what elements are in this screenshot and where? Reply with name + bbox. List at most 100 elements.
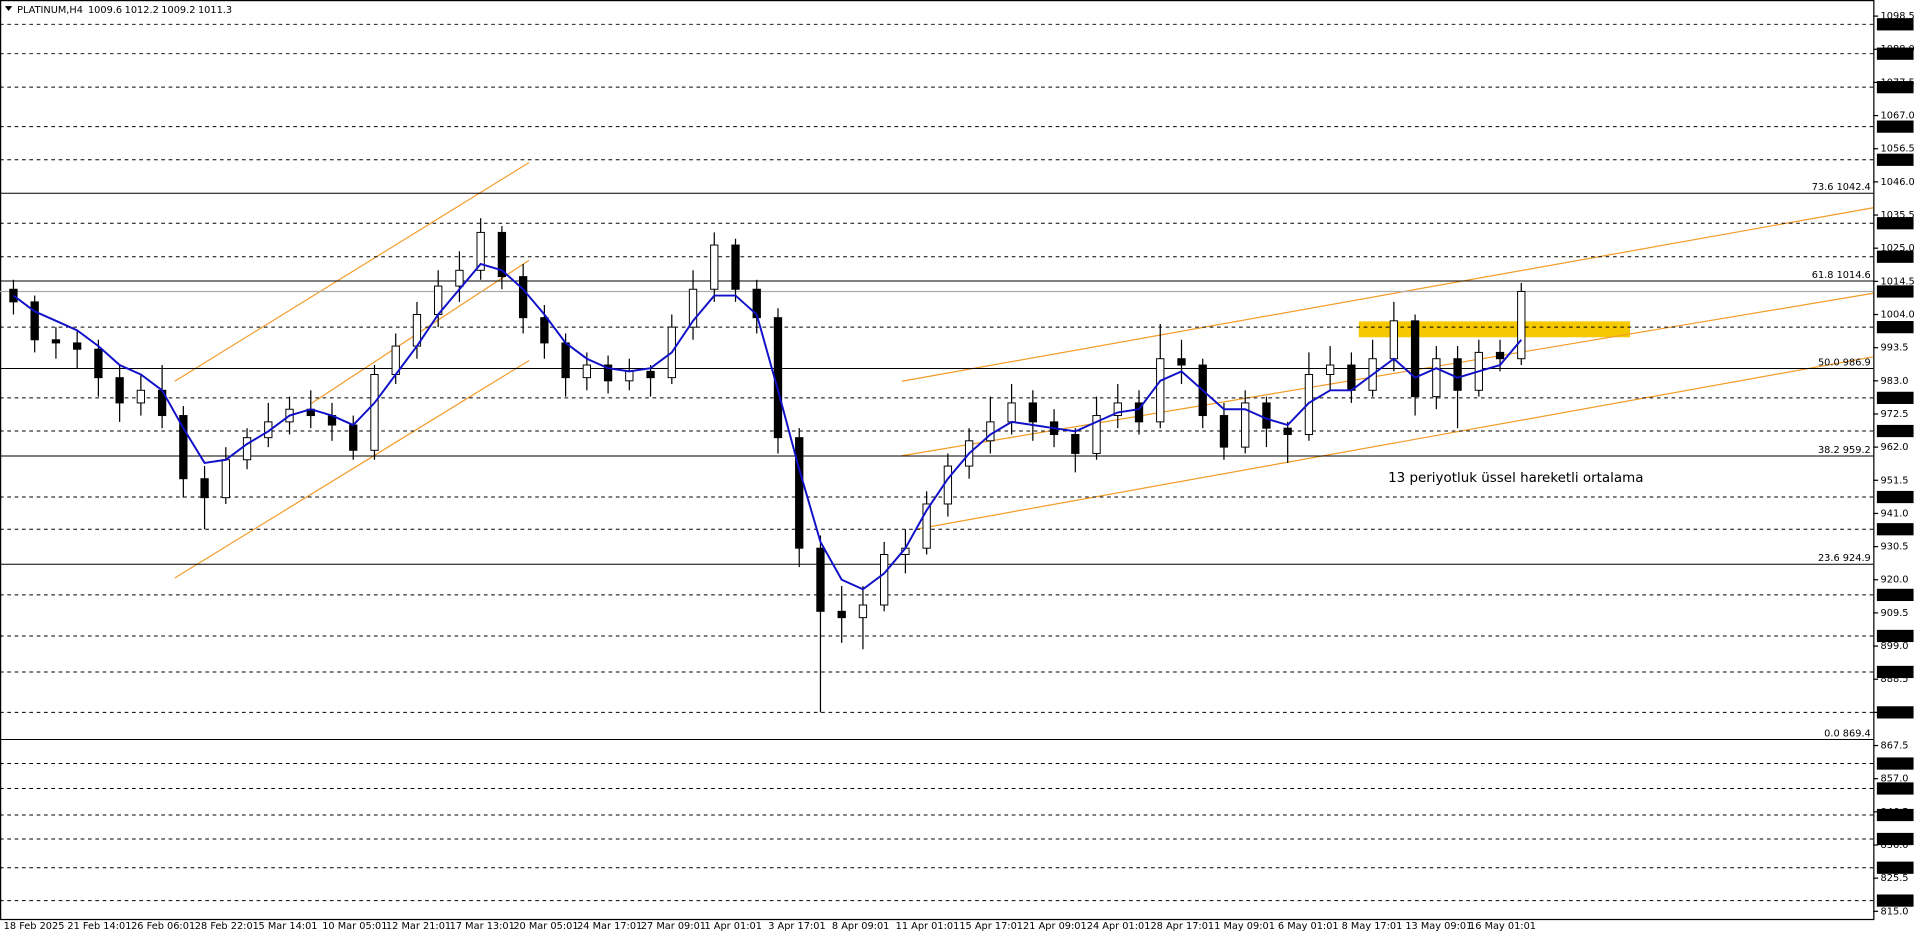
candle-body <box>1453 358 1462 391</box>
fib-ratio: 73.6 <box>1812 182 1834 193</box>
candle-body <box>922 503 931 549</box>
x-tick-label: 12 Mar 21:01 <box>386 921 451 932</box>
candle-body <box>1495 351 1505 360</box>
fib-ratio: 23.6 <box>1818 553 1840 564</box>
candle-body <box>1432 358 1441 398</box>
level-box <box>1876 523 1914 536</box>
candle-body <box>1410 320 1420 398</box>
level-label: 861.8 <box>1879 759 1907 770</box>
y-tick-label: 1004.0 <box>1881 310 1915 321</box>
candle-body <box>179 415 188 480</box>
candle-body <box>540 317 549 344</box>
level-label: 936.0 <box>1879 525 1907 536</box>
candle-body <box>837 610 846 619</box>
x-tick-label: 16 May 01:01 <box>1469 921 1536 932</box>
y-tick-label: 930.5 <box>1881 542 1909 553</box>
level-label: 890.8 <box>1879 668 1907 679</box>
x-tick-label: 28 Apr 17:01 <box>1150 921 1214 932</box>
candle-body <box>51 339 61 344</box>
candle-body <box>136 389 146 404</box>
candle-body <box>497 231 507 278</box>
y-tick-label: 815.0 <box>1881 906 1909 917</box>
candle-body <box>94 348 103 379</box>
y-tick-label: 909.5 <box>1881 608 1909 619</box>
candle-body <box>221 459 230 499</box>
x-tick-label: 8 Apr 09:01 <box>832 921 889 932</box>
candle-body <box>1071 434 1080 454</box>
y-tick-label: 1035.5 <box>1881 210 1915 221</box>
level-label: 837.9 <box>1879 835 1907 846</box>
level-box <box>1876 665 1914 679</box>
x-tick-label: 15 Apr 17:01 <box>959 921 1023 932</box>
candle-body <box>710 244 719 290</box>
fib-price: 1042.4 <box>1837 182 1871 193</box>
candle-body <box>1177 358 1186 366</box>
candle-body <box>1283 427 1292 435</box>
y-tick-label: 1098.5 <box>1881 11 1915 22</box>
level-label: 1053 <box>1879 155 1904 166</box>
x-tick-label: 13 May 09:01 <box>1405 921 1472 932</box>
candle-body <box>73 342 82 350</box>
level-box <box>1876 706 1914 719</box>
candle-body <box>242 437 252 461</box>
level-box <box>1876 490 1914 504</box>
y-tick-label: 1014.5 <box>1881 276 1915 287</box>
y-tick-label: 836.0 <box>1881 840 1909 851</box>
y-tick-label: 951.5 <box>1881 475 1909 486</box>
symbol-title: PLATINUM,H4 <box>17 5 83 16</box>
level-box <box>1876 18 1914 31</box>
candle-body <box>1262 402 1271 429</box>
candle-body <box>731 244 740 290</box>
y-tick-label: 888.5 <box>1881 674 1909 685</box>
level-box <box>1876 832 1914 846</box>
level-label: 1086.6 <box>1879 49 1913 60</box>
level-label: 946.2 <box>1879 493 1907 504</box>
header-value: 1011.3 <box>198 5 232 16</box>
x-tick-label: 24 Apr 01:01 <box>1087 921 1151 932</box>
candle-body <box>561 342 570 379</box>
candle-body <box>1241 402 1250 448</box>
candle-body <box>1219 415 1229 448</box>
candle-body <box>1092 415 1101 454</box>
level-label: 902.2 <box>1879 632 1907 643</box>
x-tick-label: 10 Mar 05:01 <box>322 921 387 932</box>
x-tick-label: 28 Feb 22:01 <box>195 921 259 932</box>
x-tick-label: 3 Apr 17:01 <box>768 921 825 932</box>
fib-price: 959.2 <box>1843 445 1871 456</box>
level-box <box>1876 120 1914 133</box>
y-tick-label: 962.0 <box>1881 442 1909 453</box>
x-tick-label: 21 Apr 09:01 <box>1023 921 1087 932</box>
candle-body <box>30 301 39 341</box>
x-tick-label: 1 May 09:01 <box>1214 921 1275 932</box>
candle-body <box>1304 374 1314 435</box>
level-label: 1063.5 <box>1879 122 1913 133</box>
candle-body <box>816 547 825 612</box>
level-box <box>1876 424 1914 438</box>
trendline <box>174 161 530 382</box>
candle-body <box>115 377 124 404</box>
fib-label: 38.2 959.2 <box>1818 445 1871 456</box>
level-box <box>1876 629 1914 643</box>
x-tick-label: 18 Feb 2025 <box>4 921 65 932</box>
fib-ratio: 38.2 <box>1818 445 1840 456</box>
x-tick-label: 27 Mar 09:01 <box>641 921 706 932</box>
x-tick-label: 6 May 01:01 <box>1278 921 1339 932</box>
candle-body <box>1325 364 1335 375</box>
level-box <box>1876 894 1914 907</box>
candle-body <box>370 374 379 451</box>
candle-body <box>1347 364 1356 391</box>
level-label: 853.9 <box>1879 784 1907 795</box>
x-tick-label: 5 Mar 14:01 <box>259 921 318 932</box>
fib-price: 1014.6 <box>1837 270 1871 281</box>
level-box <box>1876 285 1914 298</box>
level-box <box>1876 250 1914 263</box>
y-tick-label: 899.0 <box>1881 641 1909 652</box>
fib-label: 61.8 1014.6 <box>1812 270 1871 281</box>
candle-body <box>200 478 209 499</box>
level-box <box>1876 81 1914 94</box>
fib-price: 924.9 <box>1843 553 1871 564</box>
y-tick-label: 867.5 <box>1881 741 1909 752</box>
candle-body <box>518 276 528 319</box>
candle-body <box>476 231 485 271</box>
level-label: 878.0 <box>1879 708 1907 719</box>
